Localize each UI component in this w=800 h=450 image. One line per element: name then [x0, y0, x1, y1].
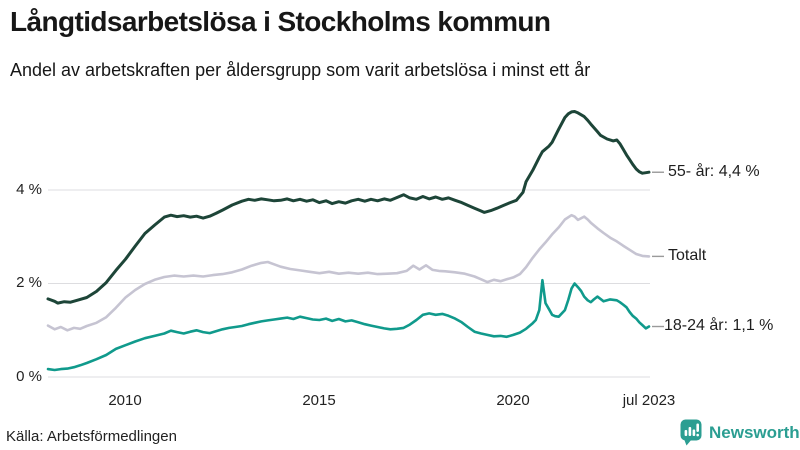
x-axis-tick-2020: 2020	[496, 392, 530, 409]
newsworthy-bar-chart-icon	[680, 419, 702, 446]
y-axis-tick-4: 4 %	[16, 181, 42, 198]
x-axis-tick-2015: 2015	[302, 392, 336, 409]
newsworthy-logo[interactable]: Newsworthy	[680, 419, 800, 446]
x-axis-tick-jul-2023: jul 2023	[622, 392, 676, 409]
series-line-55-r	[46, 110, 651, 305]
series-end-label-18-24-ar: 18-24 år: 1,1 %	[664, 317, 774, 334]
series-end-label-55-ar: 55- år: 4,4 %	[668, 163, 760, 180]
newsworthy-brand-name: Newsworthy	[709, 422, 800, 442]
y-axis-tick-2: 2 %	[16, 274, 42, 291]
page-subtitle: Andel av arbetskraften per åldersgrupp s…	[10, 60, 591, 80]
series-line-18-24-r	[46, 278, 651, 372]
source-attribution: Källa: Arbetsförmedlingen	[6, 428, 177, 445]
page-title: Långtidsarbetslösa i Stockholms kommun	[10, 6, 551, 37]
x-axis-tick-2010: 2010	[108, 392, 142, 409]
y-axis-tick-0: 0 %	[16, 368, 42, 385]
series-line-totalt	[46, 213, 651, 332]
series-end-label-totalt: Totalt	[668, 247, 707, 264]
